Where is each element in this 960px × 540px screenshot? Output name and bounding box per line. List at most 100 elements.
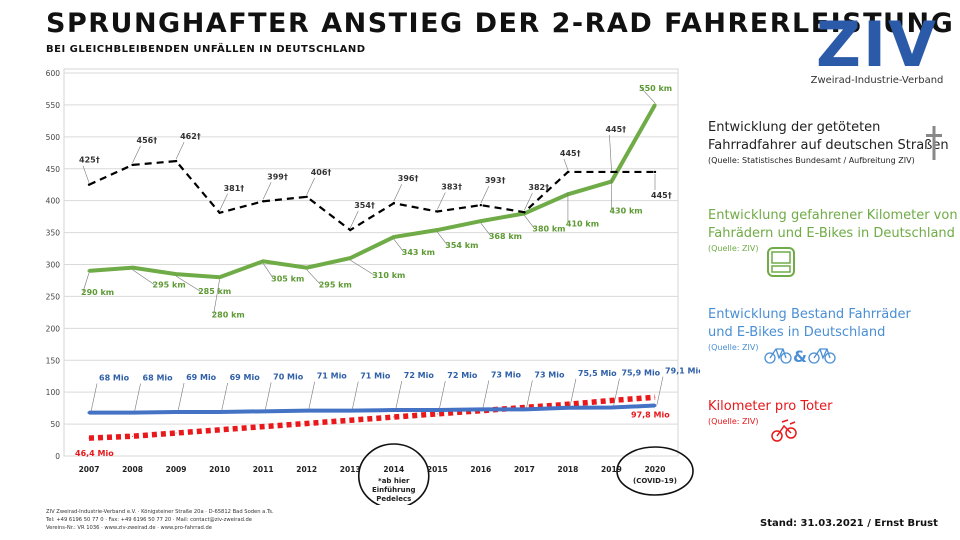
data-label-km: 290 km — [81, 288, 114, 297]
y-tick-label: 550 — [46, 101, 61, 110]
data-point-per-death — [567, 403, 569, 405]
data-label-leader — [175, 275, 201, 292]
data-point-deaths — [349, 228, 352, 232]
data-point-per-death — [393, 416, 395, 418]
data-label-leader — [395, 380, 403, 410]
data-label-km: 305 km — [271, 274, 304, 283]
series-line-per-death — [88, 394, 656, 441]
data-point-stock — [566, 406, 570, 410]
data-point-deaths — [479, 203, 483, 207]
data-point-stock — [435, 408, 439, 412]
data-label-leader — [306, 177, 315, 195]
data-label-stock: 79,1 Mio — [665, 367, 700, 376]
data-label-km: 310 km — [372, 271, 405, 280]
data-point-deaths — [436, 210, 439, 213]
highlight-circle-2020 — [616, 446, 694, 496]
data-point-deaths — [305, 195, 308, 199]
x-tick-label: 2010 — [209, 465, 230, 474]
bicycles-icon: & — [764, 344, 836, 370]
data-point-stock — [653, 404, 657, 408]
data-point-deaths — [523, 210, 526, 214]
data-point-km — [261, 259, 265, 263]
data-label-km: 354 km — [445, 241, 478, 250]
legend-item-stock: Entwicklung Bestand Fahrräder und E-Bikes… — [708, 306, 911, 354]
data-point-km — [392, 235, 396, 239]
footer-line: ZIV Zweirad-Industrie-Verband e.V. · Kön… — [46, 509, 274, 515]
data-label-km: 280 km — [212, 310, 245, 319]
data-label-stock: 68 Mio — [99, 374, 130, 383]
x-tick-label: 2013 — [340, 465, 361, 474]
data-point-per-death — [175, 432, 177, 434]
data-point-km — [131, 266, 135, 270]
data-label-leader — [349, 210, 359, 229]
data-label-stock: 69 Mio — [186, 373, 217, 382]
y-tick-label: 0 — [55, 452, 60, 461]
data-point-km — [348, 256, 352, 260]
legend-source: (Quelle: Statistisches Bundesamt / Aufbr… — [708, 156, 915, 165]
data-label-leader — [437, 231, 448, 246]
x-tick-label: 2020 — [645, 465, 666, 474]
data-label-stock: 75,9 Mio — [621, 369, 660, 378]
bike-computer-icon — [766, 246, 796, 282]
legend-item-deaths: Entwicklung der getöteten Fahrradfahrer a… — [708, 119, 949, 167]
data-point-km — [174, 272, 178, 276]
x-tick-note: Pedelecs — [376, 495, 411, 503]
x-tick-label: 2019 — [601, 465, 622, 474]
data-label-leader — [439, 380, 446, 410]
data-label-leader — [262, 182, 272, 200]
data-point-deaths — [261, 200, 265, 203]
cross-icon — [926, 126, 942, 164]
data-label-stock: 71 Mio — [317, 372, 348, 381]
data-label-leader — [609, 134, 612, 170]
data-label-km: 295 km — [153, 281, 186, 290]
x-tick-label: 2014 — [383, 465, 404, 474]
footer-line: Vereins-Nr.: VR 1036 · www.ziv-zweirad.d… — [46, 525, 212, 531]
svg-text:&: & — [793, 347, 807, 366]
x-tick-label: 2011 — [253, 465, 274, 474]
data-label-leader — [177, 382, 185, 412]
data-label-leader — [90, 383, 98, 412]
data-label-stock: 73 Mio — [491, 370, 522, 379]
data-label-leader — [524, 215, 535, 229]
data-point-stock — [174, 410, 178, 414]
y-tick-label: 50 — [50, 420, 60, 429]
data-point-stock — [522, 407, 526, 411]
series-line-deaths — [88, 159, 655, 232]
data-point-deaths — [610, 170, 613, 174]
y-tick-label: 600 — [46, 69, 61, 78]
data-label-stock: 72 Mio — [447, 371, 478, 380]
data-label-leader — [393, 238, 405, 253]
legend-text: Fahrradfahrer auf deutschen Straßen — [708, 138, 949, 153]
x-tick-label: 2015 — [427, 465, 448, 474]
data-point-per-death — [219, 429, 221, 431]
data-label-deaths: 399† — [267, 172, 288, 181]
data-label-leader — [350, 259, 375, 276]
data-point-per-death — [88, 437, 90, 439]
data-point-stock — [87, 411, 91, 415]
data-label-leader — [524, 193, 533, 211]
data-point-km — [87, 269, 91, 273]
data-label-deaths: 445† — [560, 149, 581, 158]
data-label-stock: 73 Mio — [534, 370, 565, 379]
data-point-km — [218, 275, 222, 279]
data-label-deaths: 383† — [441, 183, 462, 192]
data-point-km — [305, 266, 309, 270]
y-tick-label: 500 — [46, 133, 61, 142]
data-point-deaths — [653, 170, 657, 174]
legend-text: Fahrädern und E-Bikes in Deutschland — [708, 226, 955, 241]
ziv-logo: ZIV Zweirad-Industrie-Verband — [811, 10, 944, 86]
data-label-leader — [640, 87, 656, 104]
legend-source: (Quelle: ZIV) — [708, 417, 759, 426]
data-label-stock: 75,5 Mio — [578, 369, 617, 378]
data-point-stock — [609, 406, 613, 410]
logo-text: ZIV — [816, 10, 938, 81]
stand-date: Stand: 31.03.2021 / Ernst Brust — [760, 518, 938, 529]
data-label-leader — [656, 376, 664, 405]
data-point-per-death — [306, 422, 308, 424]
data-label-stock: 70 Mio — [273, 372, 304, 381]
data-point-stock — [392, 408, 396, 412]
data-label-leader — [82, 272, 90, 292]
data-label-km: 550 km — [639, 84, 672, 93]
data-label-deaths: 445† — [605, 125, 626, 134]
data-label-leader — [82, 165, 90, 183]
